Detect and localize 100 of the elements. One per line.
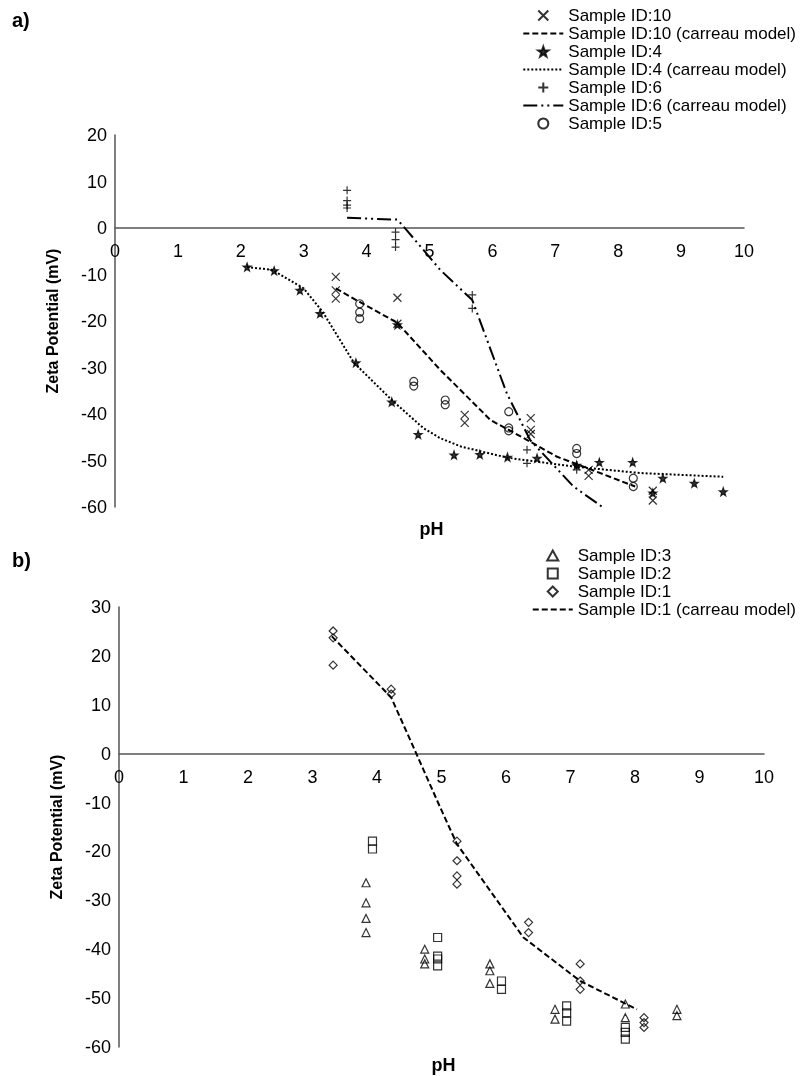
point [562,1016,572,1026]
y-axis-title: Zeta Potential (mV) [43,248,61,394]
point [449,450,459,460]
point [269,266,279,276]
y-tick-label: -10 [84,792,111,813]
legend-label: Sample ID:10 (carreau model) [568,24,797,43]
point [575,959,585,969]
point [355,307,365,317]
point [672,1004,682,1014]
legend-label: Sample ID:5 [568,114,662,133]
legend-label: Sample ID:4 [568,42,662,61]
point [639,1013,649,1023]
point [392,293,403,303]
y-tick-label: -40 [80,404,107,424]
x-tick-label: 3 [298,241,309,261]
x-tick-label: 9 [676,241,687,261]
x-tick-label: 3 [307,766,318,787]
point [485,978,495,989]
x-tick-label: 8 [629,766,641,787]
point [658,473,668,483]
x-axis-title: pH [419,519,444,539]
point [328,626,338,636]
x-tick-label: 8 [613,241,624,261]
point [718,487,728,497]
point [355,314,365,324]
point [672,1011,682,1021]
y-tick-label: -40 [84,939,111,960]
y-tick-label: 10 [86,171,107,192]
point [331,272,341,282]
y-tick-label: -20 [80,311,107,331]
point [526,425,536,435]
x-tick-label: 10 [733,241,755,261]
point [502,452,513,462]
point [575,984,585,994]
x-tick-label: 5 [436,766,447,787]
point [387,397,397,407]
point [409,381,419,391]
point [526,429,536,439]
point [496,984,507,994]
point [355,299,365,309]
point [409,376,419,387]
legend-label: Sample ID:4 (carreau model) [568,60,787,79]
point [295,285,305,295]
point [523,917,534,927]
text: b) [12,549,31,571]
x-tick-label: 6 [500,766,512,787]
x-tick-label: 4 [361,241,372,261]
point [440,395,450,405]
point [496,976,507,986]
point [523,928,534,938]
x-tick-label: 9 [694,766,705,787]
x-tick-label: 7 [565,766,576,787]
point [433,932,443,943]
y-tick-label: 30 [90,597,111,617]
legend-label: Sample ID:1 (carreau model) [577,600,797,619]
point [532,453,542,463]
legend-label: Sample ID:6 [568,78,662,97]
y-tick-label: -30 [84,890,111,911]
x-tick-label: 1 [178,766,189,787]
point [315,308,325,319]
point [367,836,378,846]
y-tick-label: 10 [90,694,111,715]
y-tick-label: 0 [100,743,111,764]
point [562,1001,572,1011]
point [572,448,582,459]
point [452,836,462,846]
legend-label: Sample ID:3 [577,546,672,565]
point [328,633,338,643]
x-tick-label: 6 [487,241,498,261]
legend-label: Sample ID:2 [577,564,672,583]
x-tick-label: 2 [242,766,254,787]
x-tick-label: 7 [550,241,561,261]
x-tick-label: 0 [113,766,125,787]
point [367,844,378,854]
point [452,879,462,889]
point [420,959,430,969]
y-tick-label: -60 [80,497,107,517]
point [361,898,371,908]
point [351,358,361,368]
point [386,684,396,694]
legend-label: Sample ID:10 [568,6,672,25]
y-tick-label: -20 [84,841,111,862]
point [452,856,462,866]
point [628,481,638,492]
y-tick-label: 20 [90,645,111,666]
point [620,999,630,1009]
point [361,913,371,924]
legend-label: Sample ID:6 (carreau model) [568,96,787,115]
point [475,449,485,460]
point [526,413,536,423]
point [452,871,462,881]
point [328,660,338,670]
x-tick-label: 1 [172,241,183,261]
y-tick-label: -50 [80,450,107,471]
point [639,1022,649,1033]
x-axis-title: pH [431,1055,456,1075]
point [413,429,423,440]
point [620,1013,630,1023]
point [361,928,371,938]
y-axis-title: Zeta Potential (mV) [47,754,65,900]
